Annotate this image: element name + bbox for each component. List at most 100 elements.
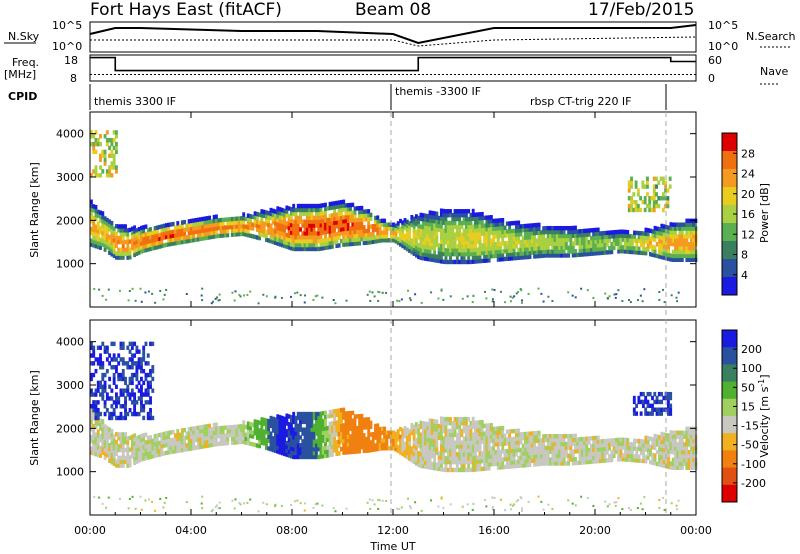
power-cell — [680, 249, 684, 255]
velocity-cell — [124, 415, 127, 421]
velocity-cell — [412, 424, 416, 429]
velocity-cell — [635, 454, 639, 459]
velocity-cell — [355, 445, 359, 450]
power-cell — [667, 248, 671, 254]
velocity-cell — [321, 422, 325, 428]
velocity-cell — [414, 449, 418, 454]
velocity-cell — [517, 459, 521, 465]
power-cell — [135, 228, 139, 233]
velocity-cell — [514, 459, 518, 465]
velocity-cell — [367, 432, 371, 438]
power-cell — [262, 209, 266, 215]
velocity-cell — [478, 455, 482, 460]
power-cell — [426, 252, 430, 258]
velocity-cell — [301, 446, 305, 452]
power-cell — [419, 243, 423, 249]
velocity-cell — [617, 437, 621, 443]
velocity-cell — [471, 416, 475, 422]
power-cell — [458, 224, 462, 230]
power-cell — [420, 301, 423, 304]
velocity-cell — [524, 455, 527, 460]
velocity-cell — [639, 443, 643, 448]
velocity-cell — [303, 415, 307, 421]
velocity-cell — [409, 507, 412, 510]
power-cell — [424, 252, 427, 257]
velocity-cell — [296, 423, 300, 428]
velocity-cell — [678, 430, 682, 435]
power-cell — [139, 229, 143, 235]
velocity-cell — [103, 447, 107, 453]
power-cell — [571, 253, 575, 258]
power-cell — [119, 224, 123, 229]
velocity-cell — [505, 448, 509, 454]
power-cell — [355, 206, 359, 211]
power-cell — [293, 292, 296, 295]
velocity-cell — [469, 467, 473, 473]
power-cell — [326, 206, 330, 211]
power-cell — [296, 246, 300, 252]
power-cell — [221, 225, 225, 230]
velocity-cell — [528, 450, 532, 456]
velocity-cell — [614, 504, 617, 507]
velocity-cell — [689, 457, 693, 463]
velocity-cell — [296, 450, 300, 456]
velocity-cell — [165, 496, 168, 499]
velocity-cell — [478, 451, 482, 456]
power-cell — [212, 218, 216, 224]
velocity-cell — [162, 451, 166, 456]
power-cell — [553, 237, 557, 243]
power-cell — [149, 231, 152, 236]
power-cell — [139, 225, 143, 231]
power-cell — [330, 217, 334, 222]
velocity-cell — [101, 434, 105, 440]
velocity-cell — [503, 456, 507, 462]
power-cell — [417, 235, 421, 240]
power-cell — [666, 188, 670, 193]
velocity-cell — [653, 407, 657, 412]
velocity-cell — [253, 423, 257, 428]
velocity-cell — [455, 444, 459, 449]
power-cell — [542, 241, 546, 247]
velocity-cell — [569, 449, 573, 454]
power-cell — [458, 240, 462, 245]
velocity-cell — [203, 436, 207, 441]
velocity-cell — [353, 429, 357, 435]
power-cell — [253, 219, 257, 224]
power-cell — [524, 231, 527, 237]
power-cell — [351, 226, 355, 231]
power-cell — [485, 231, 489, 236]
velocity-cell — [321, 504, 324, 507]
velocity-cell — [192, 441, 196, 447]
power-cell — [433, 218, 437, 224]
velocity-cell — [199, 440, 202, 446]
velocity-cell — [549, 457, 552, 462]
power-cell — [110, 161, 114, 166]
power-cell — [321, 296, 324, 299]
velocity-cell — [594, 447, 598, 452]
power-cell — [480, 215, 484, 221]
velocity-cell — [353, 414, 357, 419]
velocity-cell — [114, 384, 118, 389]
power-cell — [333, 205, 337, 210]
power-cell — [405, 246, 409, 252]
power-cell — [503, 248, 507, 254]
velocity-cell — [476, 435, 480, 441]
velocity-cell — [358, 425, 362, 431]
velocity-cell — [492, 438, 496, 443]
power-cell — [592, 243, 596, 248]
velocity-cell — [330, 448, 334, 453]
velocity-cell — [174, 441, 177, 446]
power-cell — [426, 221, 430, 227]
power-cell — [294, 227, 298, 232]
velocity-cell — [226, 425, 230, 430]
power-cell — [464, 244, 468, 249]
power-cell — [501, 233, 505, 238]
power-cell — [553, 241, 557, 246]
velocity-cell — [478, 459, 482, 464]
power-cell — [274, 221, 277, 226]
power-cell — [687, 234, 691, 239]
velocity-cell — [164, 435, 168, 440]
power-cell — [605, 234, 609, 239]
power-cell — [578, 248, 582, 254]
velocity-cell — [135, 368, 139, 374]
